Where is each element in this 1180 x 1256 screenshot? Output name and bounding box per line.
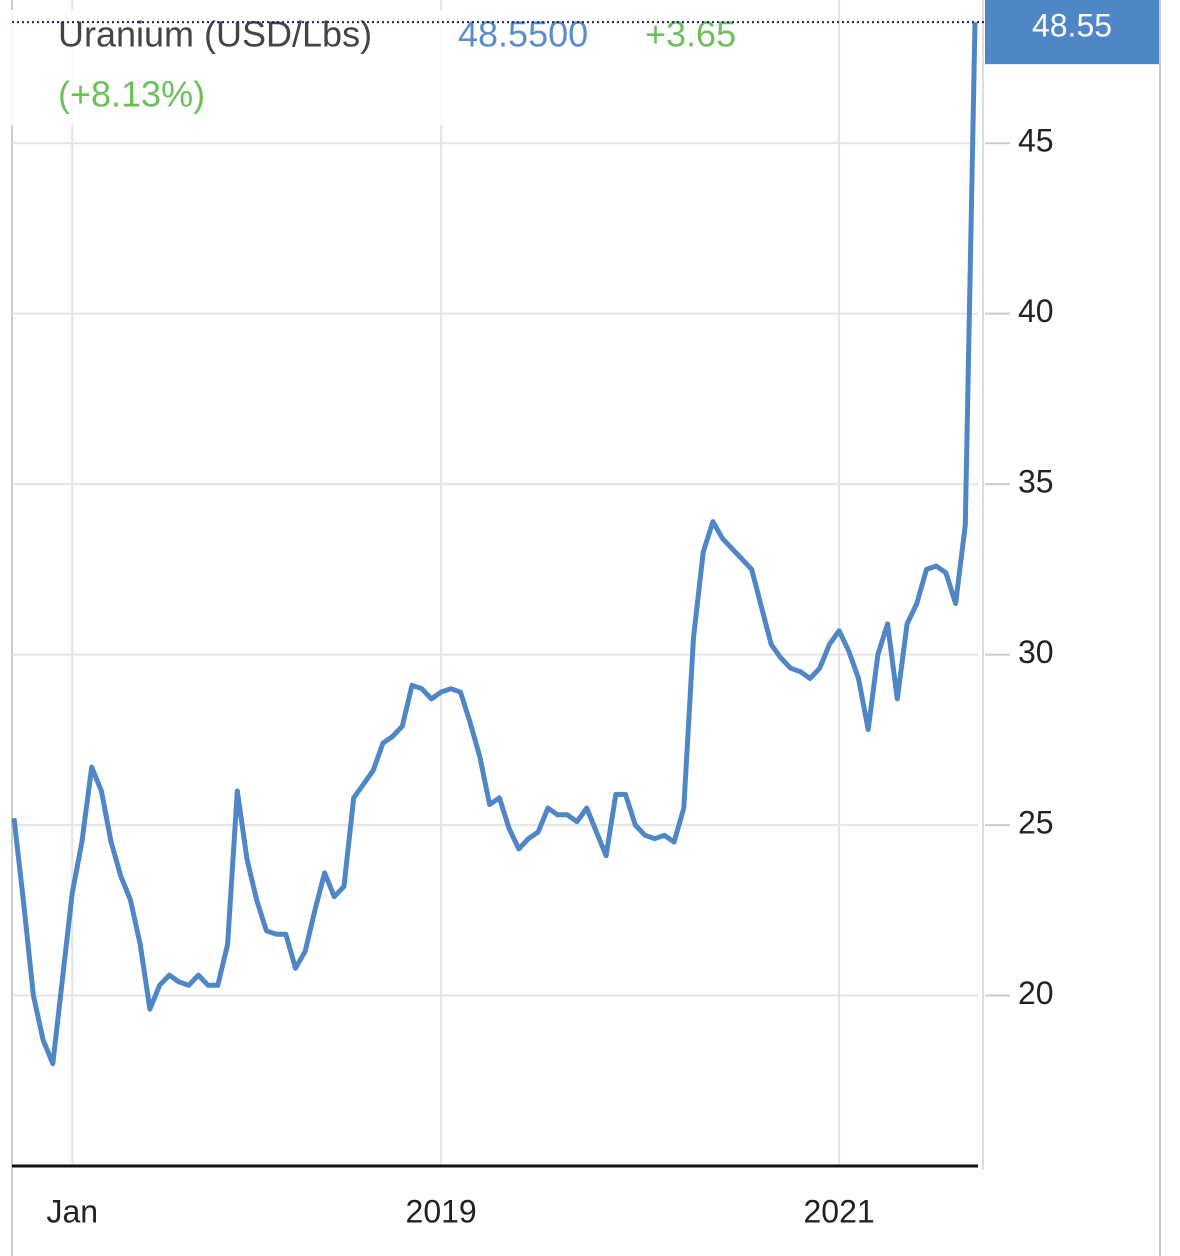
- line-series: [11, 22, 978, 1067]
- change: +3.65: [645, 14, 736, 55]
- grid: [12, 0, 1010, 1166]
- last-value-label: 48.55: [1032, 8, 1112, 44]
- last-value-box: [985, 0, 1159, 65]
- x-tick-label: 2021: [804, 1193, 875, 1229]
- y-tick-label: 25: [1018, 805, 1054, 841]
- x-tick-label: 2019: [406, 1193, 477, 1229]
- header-bg: [0, 10, 760, 125]
- y-tick-label: 20: [1018, 975, 1054, 1011]
- change-pct: (+8.13%): [58, 74, 205, 115]
- chart-title: Uranium (USD/Lbs): [58, 14, 372, 55]
- y-tick-label: 40: [1018, 293, 1054, 329]
- y-tick-label: 35: [1018, 464, 1054, 500]
- price: 48.5500: [458, 14, 588, 55]
- x-tick-label: Jan: [46, 1193, 98, 1229]
- y-tick-label: 30: [1018, 634, 1054, 670]
- y-tick-label: 45: [1018, 123, 1054, 159]
